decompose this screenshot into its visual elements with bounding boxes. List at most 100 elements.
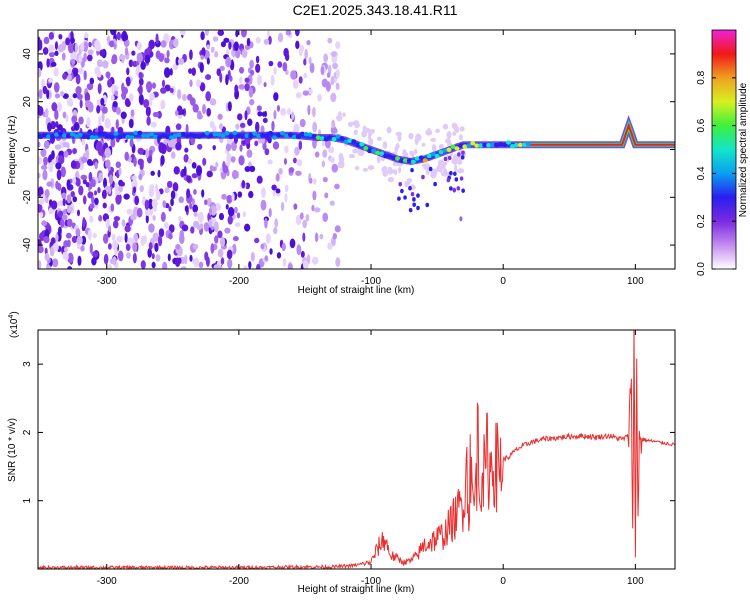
spectrogram-cell <box>225 56 232 68</box>
spectrogram-cell <box>60 218 65 228</box>
ridge-blob <box>141 133 147 138</box>
spectrogram-cell <box>337 111 342 117</box>
spectrogram-cell <box>352 148 358 154</box>
spectrogram-cell <box>237 113 243 121</box>
spectrogram-cell <box>38 141 41 148</box>
spectrogram-cell <box>224 227 231 234</box>
spectrogram-cell <box>219 72 223 83</box>
spectrogram-cell <box>157 169 161 178</box>
spectrogram-cell <box>151 261 156 269</box>
spectrogram-cell <box>187 158 192 165</box>
snr-multiplier-close: ) <box>9 311 20 314</box>
spectrogram-cell <box>98 172 104 182</box>
spectrogram-cell <box>244 166 251 173</box>
ridge-blob <box>172 133 178 138</box>
spectrogram-cell <box>243 223 251 232</box>
spectrogram-cell <box>264 148 270 156</box>
spectrogram-cell <box>298 76 303 84</box>
spectrogram-cell <box>66 218 73 228</box>
spectrogram-cell <box>115 194 122 205</box>
spectrogram-cell <box>80 156 88 163</box>
spectrogram-ridge <box>38 115 675 222</box>
spectrogram-cell <box>138 78 144 86</box>
spectrogram-cell <box>94 197 99 206</box>
ridge-blob <box>408 207 413 213</box>
spectrogram-cell <box>175 243 181 250</box>
spectrogram-cell <box>274 218 279 228</box>
spectrogram-cell <box>264 218 268 229</box>
spectrogram-cell <box>266 30 270 37</box>
spectrogram-cell <box>70 37 75 44</box>
spectrogram-cell <box>387 176 395 183</box>
spectrogram-cell <box>287 263 293 269</box>
spectrogram-cell <box>175 56 180 66</box>
spectrogram-cell <box>114 182 118 193</box>
spectrogram-cell <box>230 156 236 163</box>
spectrogram-cell <box>170 190 176 200</box>
spectrogram-cell <box>299 212 304 220</box>
spectrogram-cell <box>226 249 233 260</box>
spectrogram-cell <box>368 137 374 146</box>
spectrogram-cell <box>272 141 280 150</box>
spectrogram-cell <box>76 235 83 245</box>
spectrogram-cell <box>160 40 167 48</box>
ridge-blob <box>228 134 234 140</box>
spectrogram-cell <box>334 225 341 233</box>
spectrogram-cell <box>220 41 227 48</box>
spectrogram-cell <box>203 222 210 232</box>
spectrogram-cell <box>44 196 49 204</box>
x-tick-label: -100 <box>361 576 381 587</box>
ridge-blob <box>454 177 459 182</box>
ridge-blob <box>402 158 408 163</box>
spectrogram-cell <box>257 111 263 117</box>
ridge-blob <box>279 130 285 136</box>
spectrogram-cell <box>180 266 187 269</box>
spectrogram-cell <box>291 111 295 121</box>
x-tick-label: 100 <box>627 276 644 287</box>
ridge-blob <box>224 130 230 136</box>
spectrogram-cell <box>185 123 189 135</box>
spectrogram-cell <box>430 137 437 142</box>
spectrogram-cell <box>244 110 248 121</box>
ridge-blob <box>486 142 492 148</box>
spectrogram-cell <box>415 133 422 142</box>
spectrogram-cell <box>76 93 83 100</box>
spectrogram-cell <box>255 121 260 133</box>
ridge-blob <box>315 135 321 140</box>
spectrogram-cell <box>255 55 260 64</box>
spectrogram-cell <box>80 245 85 252</box>
spectrogram-cell <box>148 149 153 157</box>
spectrogram-cell <box>452 131 457 136</box>
ridge-blob <box>461 188 465 193</box>
spectrogram-cell <box>101 189 107 199</box>
spectrogram-cell <box>277 61 283 68</box>
spectrogram-cell <box>175 142 182 151</box>
spectrogram-cell <box>124 151 130 161</box>
spectrogram-cell <box>248 261 252 269</box>
spectrogram-cell <box>155 254 161 262</box>
ridge-blob <box>323 137 329 142</box>
spectrogram-cell <box>46 181 53 187</box>
spectrogram-cell <box>221 193 227 200</box>
spectrogram-cell <box>234 222 241 228</box>
ridge-blob <box>50 134 56 139</box>
spectrogram-cell <box>132 252 137 264</box>
spectrogram-cell <box>48 161 54 173</box>
spectrogram-cell <box>264 255 269 262</box>
spectrogram-cell <box>88 41 92 48</box>
spectrogram-cell <box>196 79 202 88</box>
spectrogram-cell <box>164 57 170 64</box>
spectrogram-cell <box>67 252 74 264</box>
spectrogram-cell <box>262 142 267 151</box>
spectrogram-cell <box>260 125 265 134</box>
spectrogram-cell <box>195 165 203 176</box>
spectrogram-cell <box>100 97 105 106</box>
spectrogram-cell <box>268 60 274 67</box>
spectrogram-cell <box>161 79 166 88</box>
spectrogram-cell <box>214 235 219 244</box>
spectrogram-cell <box>290 70 297 80</box>
spectrogram-cell <box>181 93 187 102</box>
spectrogram-cell <box>219 236 226 248</box>
spectrogram-cell <box>246 149 253 158</box>
spectrogram-cell <box>65 114 69 123</box>
